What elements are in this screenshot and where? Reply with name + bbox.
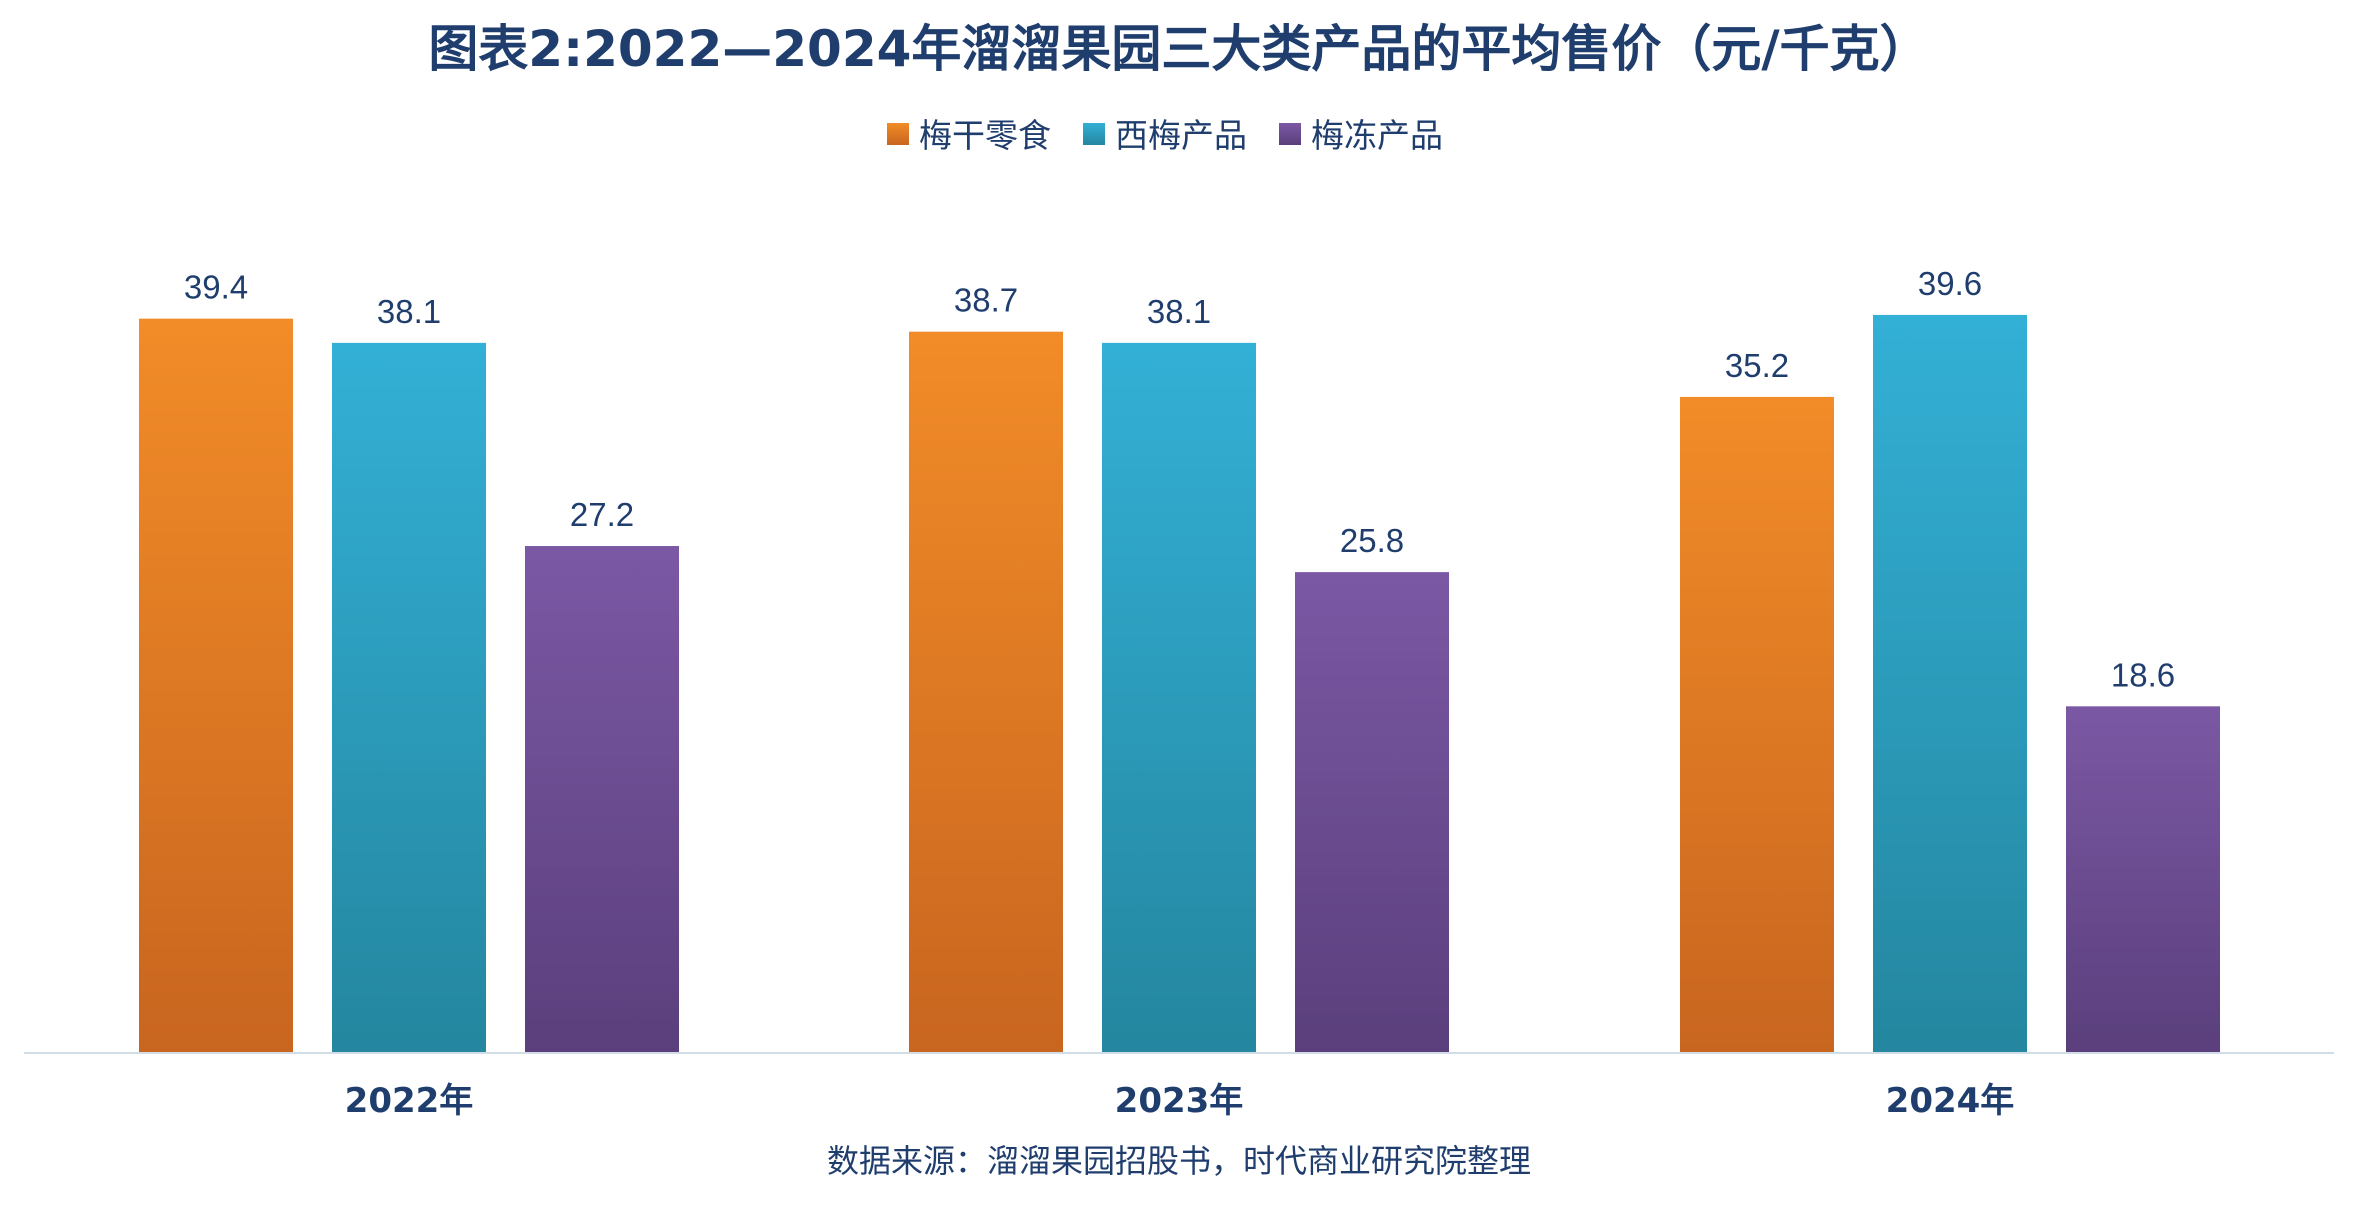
value-label-1-1: 39.4 (184, 269, 248, 306)
source-note: 数据来源：溜溜果园招股书，时代商业研究院整理 (827, 1142, 1531, 1180)
legend-swatch-2 (1083, 123, 1105, 145)
value-label-2-3: 25.8 (1340, 522, 1404, 559)
legend-swatch-1 (887, 123, 909, 145)
bar-3-2 (1873, 314, 2027, 1053)
category-labels-group: 2022年 2023年 2024年 (345, 1081, 2015, 1121)
legend-label-1: 梅干零食 (919, 116, 1051, 155)
value-label-3-2: 39.6 (1918, 265, 1982, 302)
bar-3-1 (1680, 396, 1834, 1054)
category-label-2: 2023年 (1115, 1081, 1244, 1121)
value-label-2-1: 38.7 (954, 282, 1018, 319)
bar-3-3 (2066, 706, 2220, 1053)
bar-2-2 (1102, 342, 1256, 1054)
legend: 梅干零食 西梅产品 梅冻产品 (887, 116, 1443, 155)
value-label-1-2: 38.1 (377, 293, 441, 330)
legend-swatch-3 (1279, 123, 1301, 145)
bars-group (139, 314, 2220, 1054)
bar-2-3 (1295, 572, 1449, 1053)
legend-label-2: 西梅产品 (1115, 116, 1247, 155)
value-labels-group: 39.4 38.1 27.2 38.7 38.1 25.8 35.2 39.6 18.6 (184, 265, 2175, 693)
bar-2-1 (909, 331, 1063, 1053)
category-label-3: 2024年 (1886, 1081, 2015, 1121)
value-label-3-3: 18.6 (2111, 656, 2175, 693)
value-label-3-1: 35.2 (1725, 347, 1789, 384)
legend-label-3: 梅冻产品 (1311, 116, 1443, 155)
value-label-1-3: 27.2 (570, 496, 634, 533)
value-label-2-2: 38.1 (1147, 293, 1211, 330)
chart-title: 图表2:2022—2024年溜溜果园三大类产品的平均售价（元/千克） (428, 20, 1929, 78)
bar-1-1 (139, 318, 293, 1053)
bar-1-2 (332, 342, 486, 1054)
category-label-1: 2022年 (345, 1081, 474, 1121)
bar-1-3 (525, 546, 679, 1053)
